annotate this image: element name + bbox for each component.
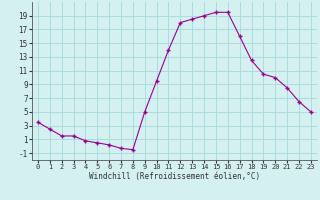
X-axis label: Windchill (Refroidissement éolien,°C): Windchill (Refroidissement éolien,°C) [89, 172, 260, 181]
